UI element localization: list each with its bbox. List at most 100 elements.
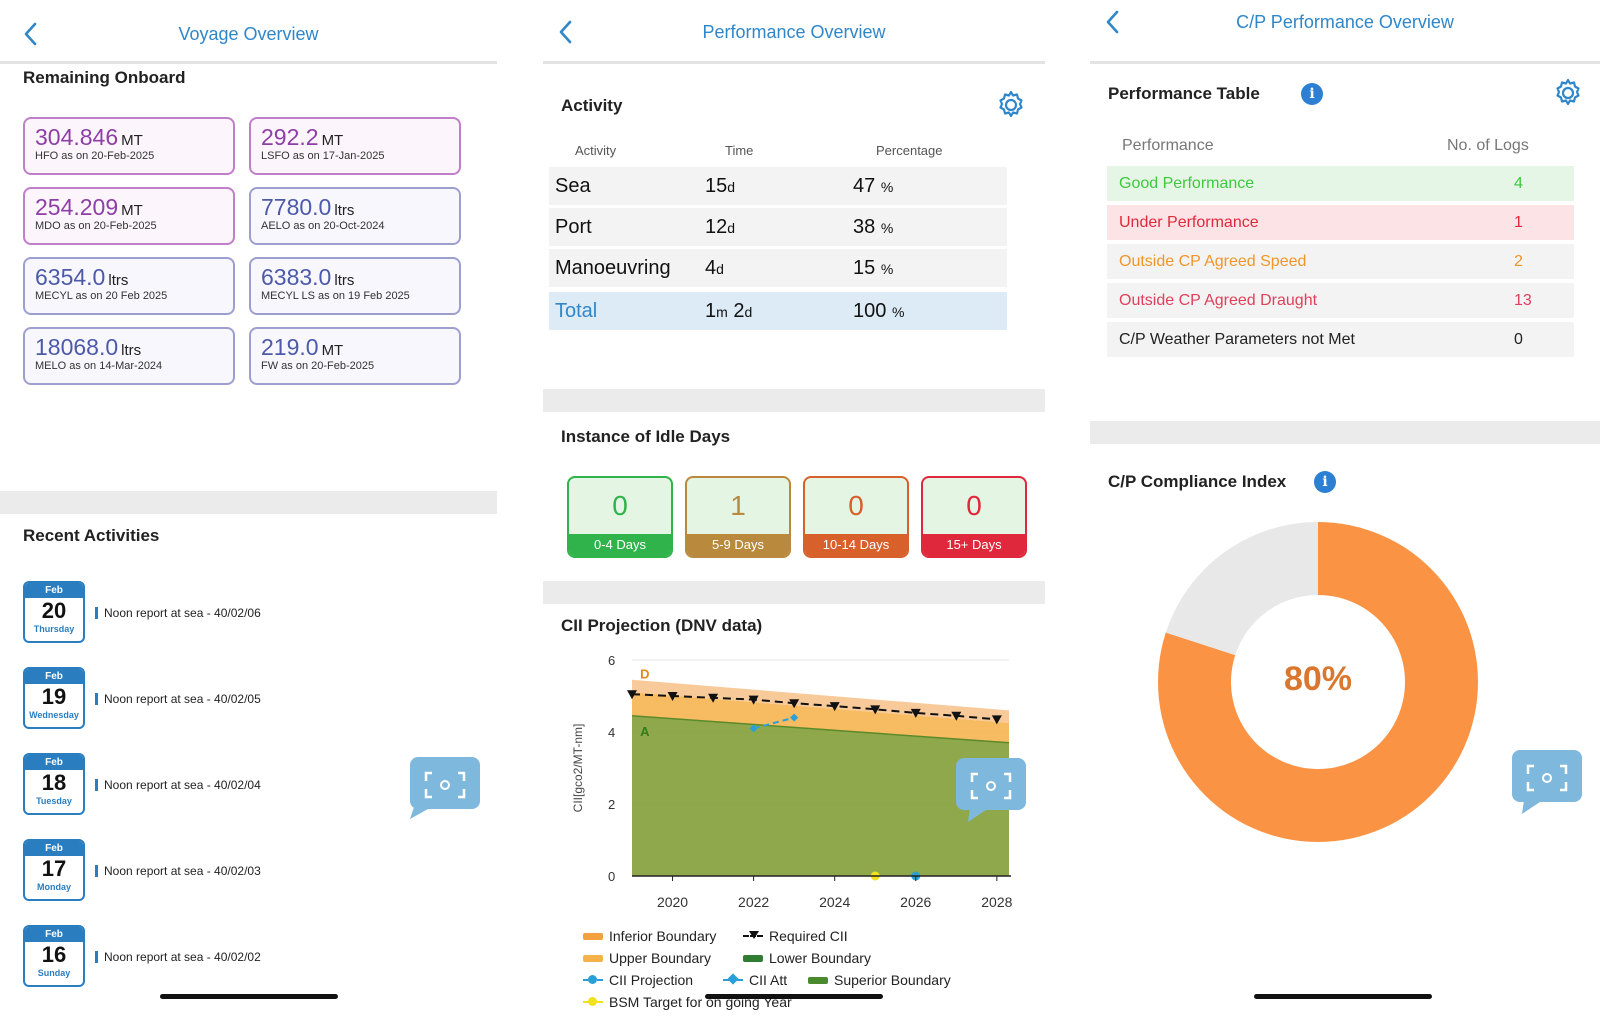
cii-projection-chart: 0 2 4 6 2020 2022 2024 2026 2028 CII[gco2/MT-nm] D… xyxy=(571,653,1013,910)
activity-heading: Activity xyxy=(561,96,623,115)
rob-card[interactable]: 6383.0 ltrs MECYL LS as on 19 Feb 2025 xyxy=(249,257,461,315)
feedback-screenshot-button[interactable] xyxy=(410,757,480,819)
rob-value: 18068.0 xyxy=(35,334,119,360)
rob-subtitle: MDO as on 20-Feb-2025 xyxy=(35,220,157,232)
upper-boundary-area xyxy=(632,692,1009,743)
rob-card[interactable]: 304.846 MT HFO as on 20-Feb-2025 xyxy=(23,117,235,175)
cp-performance-row[interactable]: Under Performance 1 xyxy=(1107,205,1574,240)
rob-card[interactable]: 6354.0 ltrs MECYL as on 20 Feb 2025 xyxy=(23,257,235,315)
calendar-month: Feb xyxy=(25,841,83,856)
rob-card[interactable]: 18068.0 ltrs MELO as on 14-Mar-2024 xyxy=(23,327,235,385)
settings-gear-icon[interactable] xyxy=(995,89,1027,121)
rob-value: 219.0 xyxy=(261,334,319,360)
legend-item[interactable]: Upper Boundary xyxy=(583,950,711,966)
col-performance: Performance xyxy=(1122,137,1214,154)
calendar-day: 16 xyxy=(41,942,67,967)
legend-item[interactable]: Lower Boundary xyxy=(743,950,871,966)
voyage-overview-panel: Voyage Overview Remaining Onboard 304.84… xyxy=(0,0,497,1031)
activity-item[interactable]: Feb 19 Wednesday Noon report at sea - 40… xyxy=(23,667,463,729)
feedback-screenshot-button[interactable] xyxy=(956,758,1026,822)
calendar-day: 17 xyxy=(41,856,67,881)
activity-text: Noon report at sea - 40/02/03 xyxy=(95,865,261,877)
x-tick-label: 2022 xyxy=(738,894,769,910)
total-row: Total 1m 2d 100 % xyxy=(549,292,1007,330)
compliance-info-icon[interactable]: i xyxy=(1314,471,1336,493)
screenshot-chat-icon xyxy=(968,772,1012,822)
legend-item[interactable]: CII Projection xyxy=(583,972,693,988)
rob-unit: MT xyxy=(121,132,143,149)
nav-bar: Voyage Overview xyxy=(0,0,497,64)
required-cii-point xyxy=(748,695,759,705)
rob-subtitle: HFO as on 20-Feb-2025 xyxy=(35,150,155,162)
back-chevron-icon[interactable] xyxy=(1102,8,1124,36)
y-tick-label: 2 xyxy=(608,797,615,812)
performance-overview-panel: Performance Overview Activity Activity T… xyxy=(543,0,1045,1031)
rob-unit: ltrs xyxy=(108,272,129,289)
legend-swatch-icon xyxy=(583,929,603,943)
activity-percentage: 15 % xyxy=(853,257,894,279)
idle-count: 0 xyxy=(612,490,628,521)
cii-att-point xyxy=(749,724,758,733)
idle-days-heading: Instance of Idle Days xyxy=(561,427,731,446)
rob-subtitle: FW as on 20-Feb-2025 xyxy=(261,360,375,372)
cp-performance-row[interactable]: Outside CP Agreed Speed 2 xyxy=(1107,244,1574,279)
back-chevron-icon[interactable] xyxy=(20,20,42,48)
rob-unit: MT xyxy=(321,132,344,149)
col-logs: No. of Logs xyxy=(1447,137,1529,154)
activity-item[interactable]: Feb 16 Sunday Noon report at sea - 40/02… xyxy=(23,925,463,987)
grade-label: D xyxy=(640,666,649,681)
settings-gear-icon[interactable] xyxy=(1552,77,1584,109)
required-cii-point xyxy=(829,702,840,712)
x-tick-label: 2020 xyxy=(657,894,688,910)
performance-table-info-icon[interactable]: i xyxy=(1301,83,1323,105)
legend-swatch-icon xyxy=(723,973,743,987)
section-divider xyxy=(543,581,1045,604)
legend-item[interactable]: Required CII xyxy=(743,928,848,944)
legend-label: Inferior Boundary xyxy=(609,928,717,944)
cp-row-count: 0 xyxy=(1514,331,1523,348)
cp-row-count: 13 xyxy=(1514,292,1532,309)
y-tick-label: 4 xyxy=(608,725,615,740)
cp-row-label: C/P Weather Parameters not Met xyxy=(1119,331,1355,348)
idle-days-card[interactable]: 0 15+ Days xyxy=(921,476,1027,558)
rob-card[interactable]: 292.2 MT LSFO as on 17-Jan-2025 xyxy=(249,117,461,175)
activity-item[interactable]: Feb 17 Monday Noon report at sea - 40/02… xyxy=(23,839,463,901)
feedback-screenshot-button[interactable] xyxy=(1512,750,1582,814)
performance-table-heading: Performance Table xyxy=(1108,84,1260,103)
idle-days-card[interactable]: 1 5-9 Days xyxy=(685,476,791,558)
activity-name: Sea xyxy=(555,175,591,197)
activity-row: Manoeuvring 4d 15 % xyxy=(549,249,1007,287)
idle-range-label: 10-14 Days xyxy=(805,534,907,556)
activity-row: Sea 15d 47 % xyxy=(549,167,1007,205)
legend-item[interactable]: CII Att xyxy=(723,972,787,988)
y-tick-label: 6 xyxy=(608,653,615,668)
activity-time: 4d xyxy=(705,257,724,279)
total-label: Total xyxy=(555,300,598,322)
activity-text: Noon report at sea - 40/02/05 xyxy=(95,693,261,705)
screenshot-chat-icon xyxy=(410,771,466,819)
activity-item[interactable]: Feb 18 Tuesday Noon report at sea - 40/0… xyxy=(23,753,463,815)
lower-boundary-line xyxy=(631,715,1010,744)
section-divider xyxy=(543,389,1045,412)
rob-card[interactable]: 254.209 MT MDO as on 20-Feb-2025 xyxy=(23,187,235,245)
back-chevron-icon[interactable] xyxy=(555,18,577,46)
legend-item[interactable]: Inferior Boundary xyxy=(583,928,716,944)
cp-performance-row[interactable]: Outside CP Agreed Draught 13 xyxy=(1107,283,1574,318)
required-cii-point xyxy=(627,690,637,700)
activity-percentage: 47 % xyxy=(853,175,894,197)
rob-card[interactable]: 7780.0 ltrs AELO as on 20-Oct-2024 xyxy=(249,187,461,245)
rob-card[interactable]: 219.0 MT FW as on 20-Feb-2025 xyxy=(249,327,461,385)
y-tick-label: 0 xyxy=(608,869,615,884)
idle-count: 1 xyxy=(730,490,746,521)
legend-item[interactable]: Superior Boundary xyxy=(808,972,951,988)
cp-performance-row[interactable]: Good Performance 4 xyxy=(1107,166,1574,201)
rob-unit: ltrs xyxy=(334,272,355,289)
required-cii-line xyxy=(631,693,997,721)
rob-value: 292.2 xyxy=(261,124,319,150)
cp-performance-row[interactable]: C/P Weather Parameters not Met 0 xyxy=(1107,322,1574,357)
rob-subtitle: MELO as on 14-Mar-2024 xyxy=(35,360,163,372)
activity-item[interactable]: Feb 20 Thursday Noon report at sea - 40/… xyxy=(23,581,463,643)
idle-days-card[interactable]: 0 10-14 Days xyxy=(803,476,909,558)
idle-days-card[interactable]: 0 0-4 Days xyxy=(567,476,673,558)
calendar-icon: Feb 19 Wednesday xyxy=(23,667,85,729)
